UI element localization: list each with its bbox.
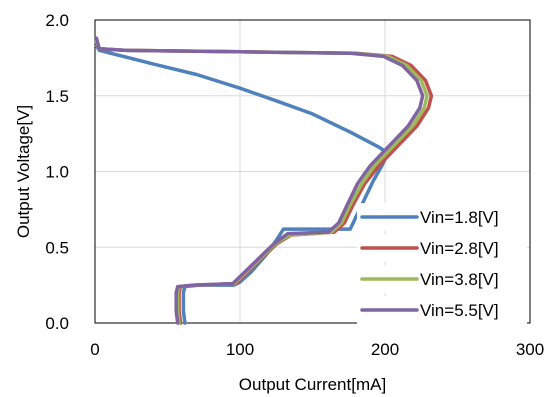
y-axis-ticks: 0.0 0.5 1.0 1.5 2.0 bbox=[45, 11, 69, 333]
legend: Vin=1.8[V] Vin=2.8[V] Vin=3.8[V] Vin=5.5[V] bbox=[357, 203, 527, 324]
x-tick-label: 100 bbox=[226, 340, 254, 359]
legend-label: Vin=2.8[V] bbox=[420, 239, 499, 258]
grid bbox=[95, 20, 530, 323]
y-tick-label: 1.0 bbox=[45, 163, 69, 182]
plot-border bbox=[94, 19, 531, 324]
legend-label: Vin=1.8[V] bbox=[420, 208, 499, 227]
x-tick-label: 300 bbox=[516, 340, 544, 359]
legend-label: Vin=5.5[V] bbox=[420, 301, 499, 320]
y-tick-label: 0.0 bbox=[45, 314, 69, 333]
x-tick-label: 0 bbox=[90, 340, 99, 359]
x-axis-ticks: 0 100 200 300 bbox=[90, 340, 544, 359]
x-axis-title: Output Current[mA] bbox=[239, 375, 386, 394]
plot-area bbox=[94, 19, 531, 324]
y-tick-label: 0.5 bbox=[45, 238, 69, 257]
y-tick-label: 2.0 bbox=[45, 11, 69, 30]
series-line bbox=[94, 36, 425, 325]
series-layer bbox=[94, 36, 434, 325]
series-line bbox=[94, 44, 390, 325]
legend-label: Vin=3.8[V] bbox=[420, 270, 499, 289]
y-tick-label: 1.5 bbox=[45, 87, 69, 106]
y-axis-title: Output Voltage[V] bbox=[14, 105, 33, 238]
x-tick-label: 200 bbox=[371, 340, 399, 359]
